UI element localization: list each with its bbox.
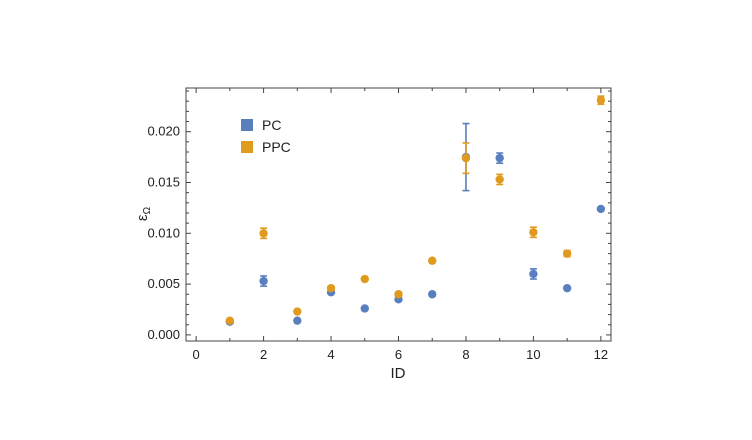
data-point-pc <box>562 283 572 293</box>
legend-swatch-pc <box>241 119 253 131</box>
data-point-ppc <box>360 274 369 284</box>
data-point-pc <box>428 290 437 299</box>
data-point-ppc <box>259 229 268 238</box>
data-point-pc <box>259 276 268 286</box>
x-tick-label: 12 <box>594 347 608 362</box>
data-point-pc <box>293 316 302 325</box>
y-tick-label: 0.005 <box>147 276 180 291</box>
x-tick-label: 10 <box>526 347 540 362</box>
data-point-ppc <box>394 290 403 299</box>
data-point-pc <box>529 269 538 279</box>
y-tick-label: 0.010 <box>147 225 180 240</box>
legend-label-ppc: PPC <box>262 139 291 155</box>
data-point-ppc <box>495 175 504 184</box>
data-point-ppc <box>293 307 302 316</box>
y-axis-label-subscript: Ω <box>142 206 153 214</box>
x-axis-label: ID <box>391 365 406 382</box>
x-tick-label: 6 <box>395 347 402 362</box>
data-point-ppc <box>562 249 572 258</box>
data-point-ppc <box>326 283 336 293</box>
x-tick-label: 4 <box>327 347 334 362</box>
legend: PC PPC <box>241 117 291 155</box>
x-tick-label: 2 <box>260 347 267 362</box>
data-point-pc <box>596 204 606 214</box>
data-point-pc <box>495 153 504 163</box>
axis-ticks: 0 2 4 6 8 10 12 0.000 0.005 0.010 0.015 0.020 <box>147 88 611 362</box>
series-ppc <box>225 95 606 325</box>
y-axis-label: εΩ <box>134 206 153 221</box>
data-point-ppc <box>225 316 235 325</box>
data-point-ppc <box>529 228 538 237</box>
data-point-pc <box>360 304 369 313</box>
y-tick-label: 0.000 <box>147 327 180 342</box>
data-point-ppc <box>596 95 606 105</box>
x-tick-label: 8 <box>462 347 469 362</box>
data-point-ppc <box>428 256 437 265</box>
data-point-ppc <box>461 153 471 163</box>
legend-swatch-ppc <box>241 141 253 153</box>
x-tick-label: 0 <box>193 347 200 362</box>
y-tick-label: 0.020 <box>147 124 180 139</box>
legend-label-pc: PC <box>262 117 281 133</box>
data-series <box>225 95 606 326</box>
y-axis-label-main: ε <box>134 214 151 221</box>
y-tick-label: 0.015 <box>147 174 180 189</box>
